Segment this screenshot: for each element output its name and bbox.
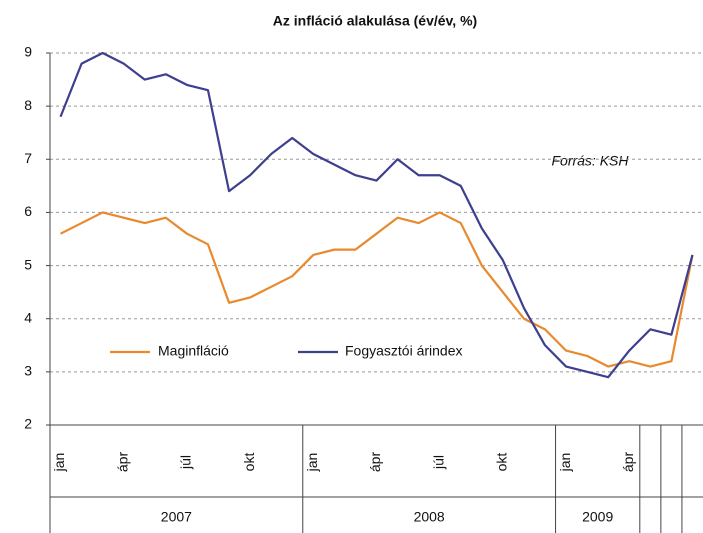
y-tick-label: 6: [24, 203, 32, 219]
annotation: Forrás: KSH: [551, 153, 629, 169]
legend-label: Fogyasztói árindex: [345, 343, 463, 359]
y-tick-label: 5: [24, 256, 32, 272]
x-tick-label: okt: [241, 453, 257, 472]
y-tick-label: 9: [24, 44, 32, 60]
y-tick-label: 7: [24, 150, 32, 166]
series-line: [60, 211, 694, 368]
year-label: 2008: [414, 509, 445, 525]
chart-title: Az infláció alakulása (év/év, %): [273, 13, 477, 29]
x-tick-label: ápr: [114, 452, 130, 473]
legend-label: Maginfláció: [158, 343, 229, 359]
x-tick-label: jan: [557, 453, 573, 473]
x-tick-label: jan: [304, 453, 320, 473]
year-label: 2009: [582, 509, 613, 525]
x-tick-label: jan: [51, 453, 67, 473]
x-tick-label: ápr: [367, 452, 383, 473]
y-tick-label: 4: [24, 309, 32, 325]
y-tick-label: 2: [24, 416, 32, 432]
year-label: 2007: [161, 509, 192, 525]
x-tick-label: ápr: [620, 452, 636, 473]
series-line: [59, 51, 694, 379]
x-tick-label: júl: [430, 455, 446, 470]
y-tick-label: 8: [24, 97, 32, 113]
y-tick-label: 3: [24, 363, 32, 379]
x-tick-label: okt: [494, 453, 510, 472]
x-tick-label: júl: [178, 455, 194, 470]
